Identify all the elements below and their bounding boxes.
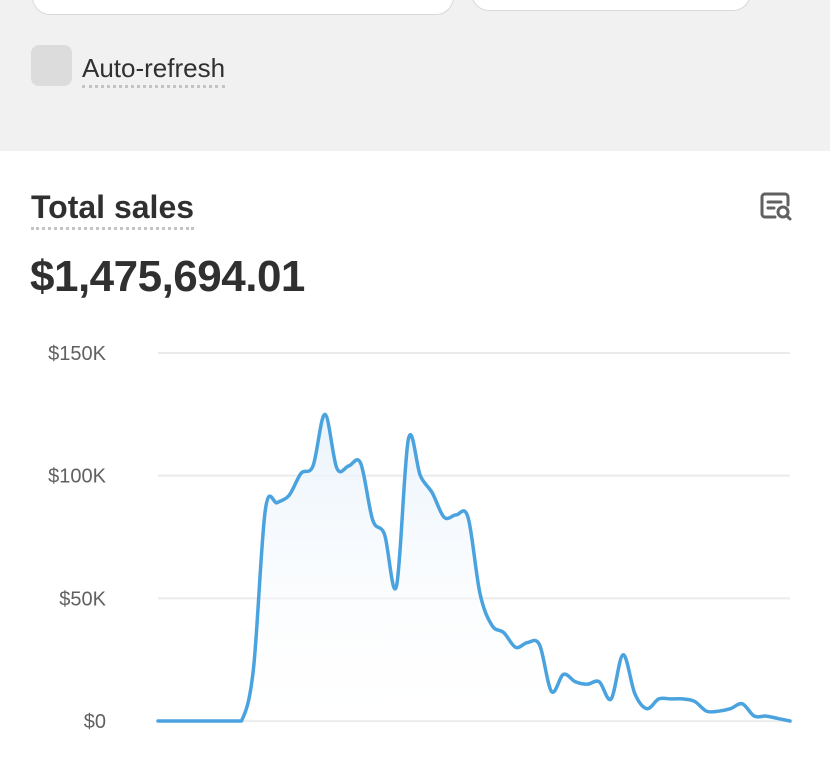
series-line [156, 412, 792, 723]
y-tick-label: $100K [48, 466, 106, 488]
y-tick-label: $150K [48, 343, 106, 365]
filter-panel: Auto-refresh [0, 0, 830, 151]
auto-refresh-checkbox[interactable] [31, 45, 72, 86]
chart-analysis-icon[interactable] [758, 189, 794, 225]
date-range-select[interactable] [32, 0, 454, 15]
total-sales-card: Total sales $1,475,694.01 $0 $50K $100K $15… [0, 151, 830, 758]
total-sales-value: $1,475,694.01 [30, 252, 305, 301]
sales-chart: $0 $50K $100K $150K [48, 343, 792, 733]
series-area [158, 414, 790, 721]
y-tick-label: $0 [84, 711, 106, 733]
comparison-select[interactable] [471, 0, 751, 11]
y-tick-label: $50K [59, 588, 106, 610]
auto-refresh-label[interactable]: Auto-refresh [82, 52, 226, 88]
card-title[interactable]: Total sales [31, 187, 195, 230]
